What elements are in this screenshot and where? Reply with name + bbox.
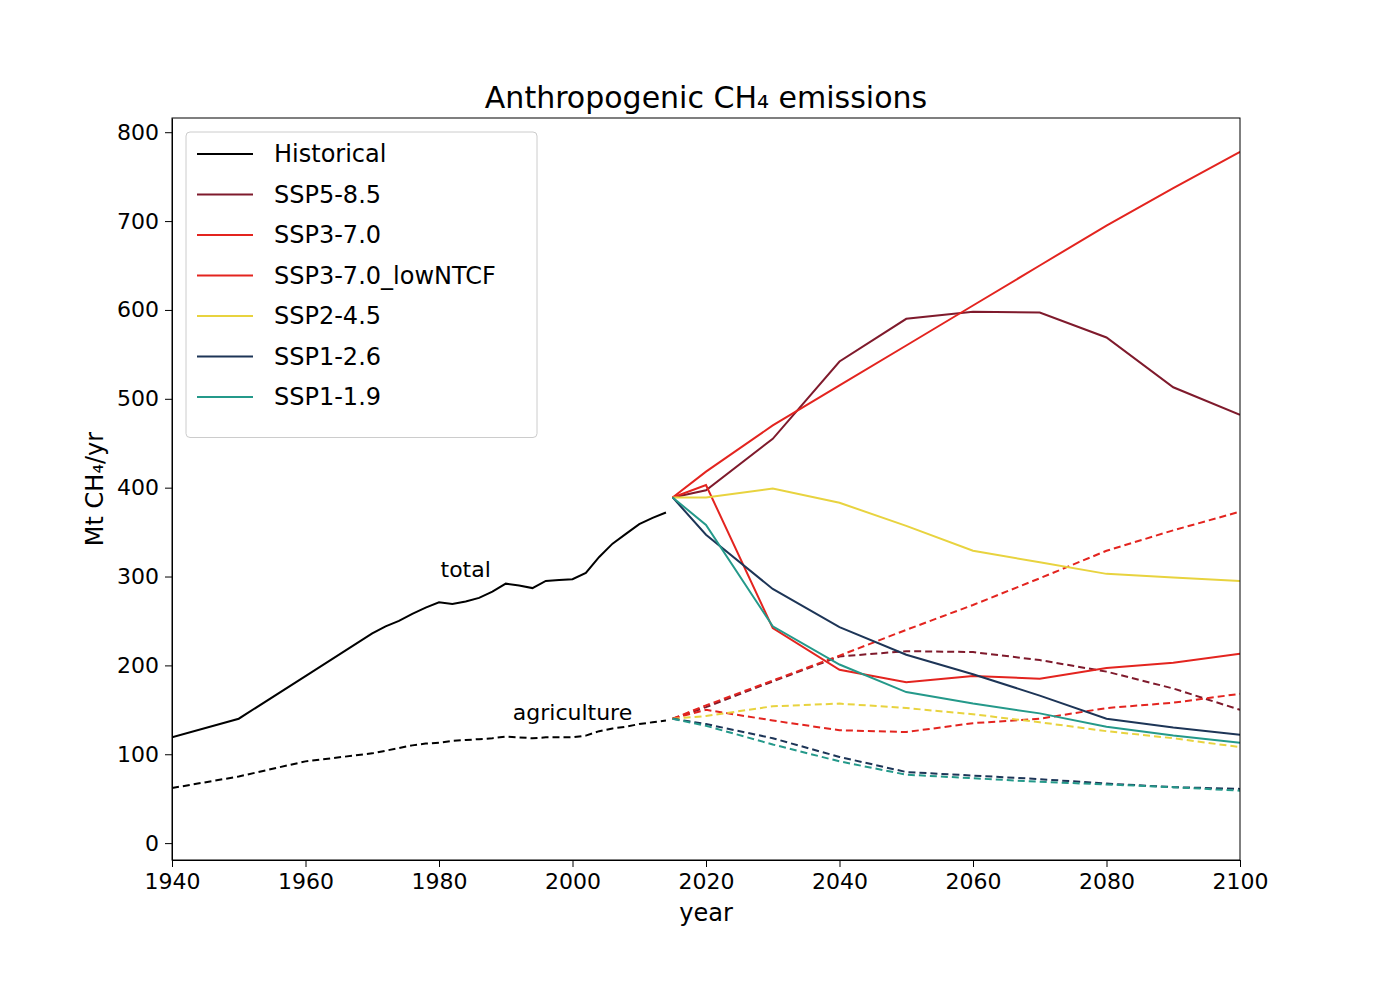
total-line [673,489,1240,581]
legend-swatch [197,275,253,277]
tick: 400 [117,475,172,500]
tick-mark [973,860,974,867]
tick-mark [573,860,574,867]
tick-label: 2080 [1079,869,1135,894]
tick-label: 2020 [679,869,735,894]
legend-label: SSP2-4.5 [274,302,381,330]
tick-label: 2060 [946,869,1002,894]
agriculture-line [172,720,666,788]
legend-swatch [197,315,253,317]
tick: 2060 [946,860,1002,894]
tick-mark [840,860,841,867]
legend: Historical SSP5-8.5 SSP3-7.0 SSP3-7.0_lowNT… [186,132,537,438]
tick-label: 300 [117,564,159,589]
tick-label: 500 [117,386,159,411]
lines [172,152,1240,791]
tick-label: 1980 [412,869,468,894]
chart: 1940 1960 1980 2000 2020 2040 2060 2080 2100 0 100… [0,0,1378,984]
tick-mark [165,399,172,400]
tick: 500 [117,386,172,411]
legend-label: SSP1-1.9 [274,383,381,411]
legend-label: Historical [274,140,386,168]
tick-label: 800 [117,120,159,145]
tick: 2040 [812,860,868,894]
agriculture-line [673,719,1240,789]
tick-label: 1940 [145,869,201,894]
tick: 1940 [145,860,201,894]
plot-frame [172,118,1240,860]
annotation: total [441,557,491,582]
tick-mark [165,754,172,755]
legend-label: SSP5-8.5 [274,181,381,209]
tick: 2100 [1213,860,1269,894]
total-line [673,485,1240,682]
tick-mark [439,860,440,867]
total-line [673,497,1240,742]
agriculture-line [673,512,1240,719]
total-line [673,152,1240,498]
tick-label: 1960 [278,869,334,894]
tick-mark [165,577,172,578]
legend-swatch [197,153,253,155]
tick: 1980 [412,860,468,894]
title: Anthropogenic CH₄ emissions [485,80,927,115]
tick-mark [706,860,707,867]
agriculture-line [673,651,1240,719]
tick: 300 [117,564,172,589]
tick-label: 600 [117,297,159,322]
tick-mark [165,132,172,133]
tick: 1960 [278,860,334,894]
total-line [172,513,666,738]
tick: 200 [117,653,172,678]
legend-swatch [197,194,253,196]
tick: 600 [117,297,172,322]
tick-mark [1240,860,1241,867]
tick: 0 [145,831,172,856]
tick-mark [165,665,172,666]
tick-label: 2000 [545,869,601,894]
x-axis-label: year [679,899,733,927]
tick-label: 2040 [812,869,868,894]
y-axis: 0 100 200 300 400 500 600 700 800 [117,119,173,861]
y-axis-label: Mt CH₄/yr [81,432,109,546]
legend-label: SSP3-7.0 [274,221,381,249]
legend-swatch [197,356,253,358]
tick-mark [1107,860,1108,867]
legend-label: SSP1-2.6 [274,343,381,371]
tick-mark [165,310,172,311]
tick-label: 100 [117,742,159,767]
legend-box [186,132,537,438]
agriculture-line [673,694,1240,732]
tick: 800 [117,120,172,145]
annotation: agriculture [513,700,632,725]
tick: 2000 [545,860,601,894]
tick-mark [172,860,173,867]
tick-mark [306,860,307,867]
axis-line [172,119,173,861]
tick-label: 0 [145,831,159,856]
tick-label: 200 [117,653,159,678]
plot: 1940 1960 1980 2000 2020 2040 2060 2080 2100 0 100… [117,118,1269,894]
tick-mark [165,843,172,844]
total-line [673,497,1240,734]
tick-label: 700 [117,209,159,234]
legend-swatch [197,396,253,398]
tick: 700 [117,209,172,234]
tick: 100 [117,742,172,767]
legend-swatch [197,234,253,236]
tick-label: 400 [117,475,159,500]
legend-label: SSP3-7.0_lowNTCF [274,262,496,290]
total-line [673,312,1240,498]
tick: 2020 [679,860,735,894]
tick-mark [165,488,172,489]
x-axis: 1940 1960 1980 2000 2020 2040 2060 2080 2100 [145,860,1269,894]
tick-mark [165,221,172,222]
agriculture-line [673,719,1240,791]
tick: 2080 [1079,860,1135,894]
tick-label: 2100 [1213,869,1269,894]
